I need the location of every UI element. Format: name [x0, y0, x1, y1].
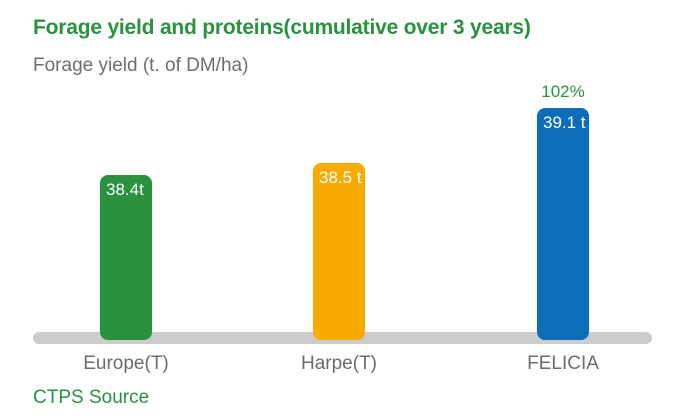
bar-value-felicia: 39.1 t	[543, 113, 586, 132]
category-label-harpe: Harpe(T)	[300, 353, 378, 374]
bar-value-europe: 38.4t	[106, 180, 144, 199]
category-label-felicia: FELICIA	[527, 353, 599, 374]
chart-title: Forage yield and proteins(cumulative ove…	[33, 16, 531, 39]
source-note: CTPS Source	[33, 387, 150, 408]
bar-harpe: 38.5 t	[313, 163, 365, 340]
y-axis-label: Forage yield (t. of DM/ha)	[33, 55, 249, 76]
bar-europe: 38.4t	[100, 175, 152, 340]
bar-felicia: 102% 39.1 t	[537, 82, 589, 340]
category-label-europe: Europe(T)	[83, 353, 169, 374]
bar-value-harpe: 38.5 t	[319, 168, 362, 187]
pct-label-felicia: 102%	[541, 82, 585, 101]
